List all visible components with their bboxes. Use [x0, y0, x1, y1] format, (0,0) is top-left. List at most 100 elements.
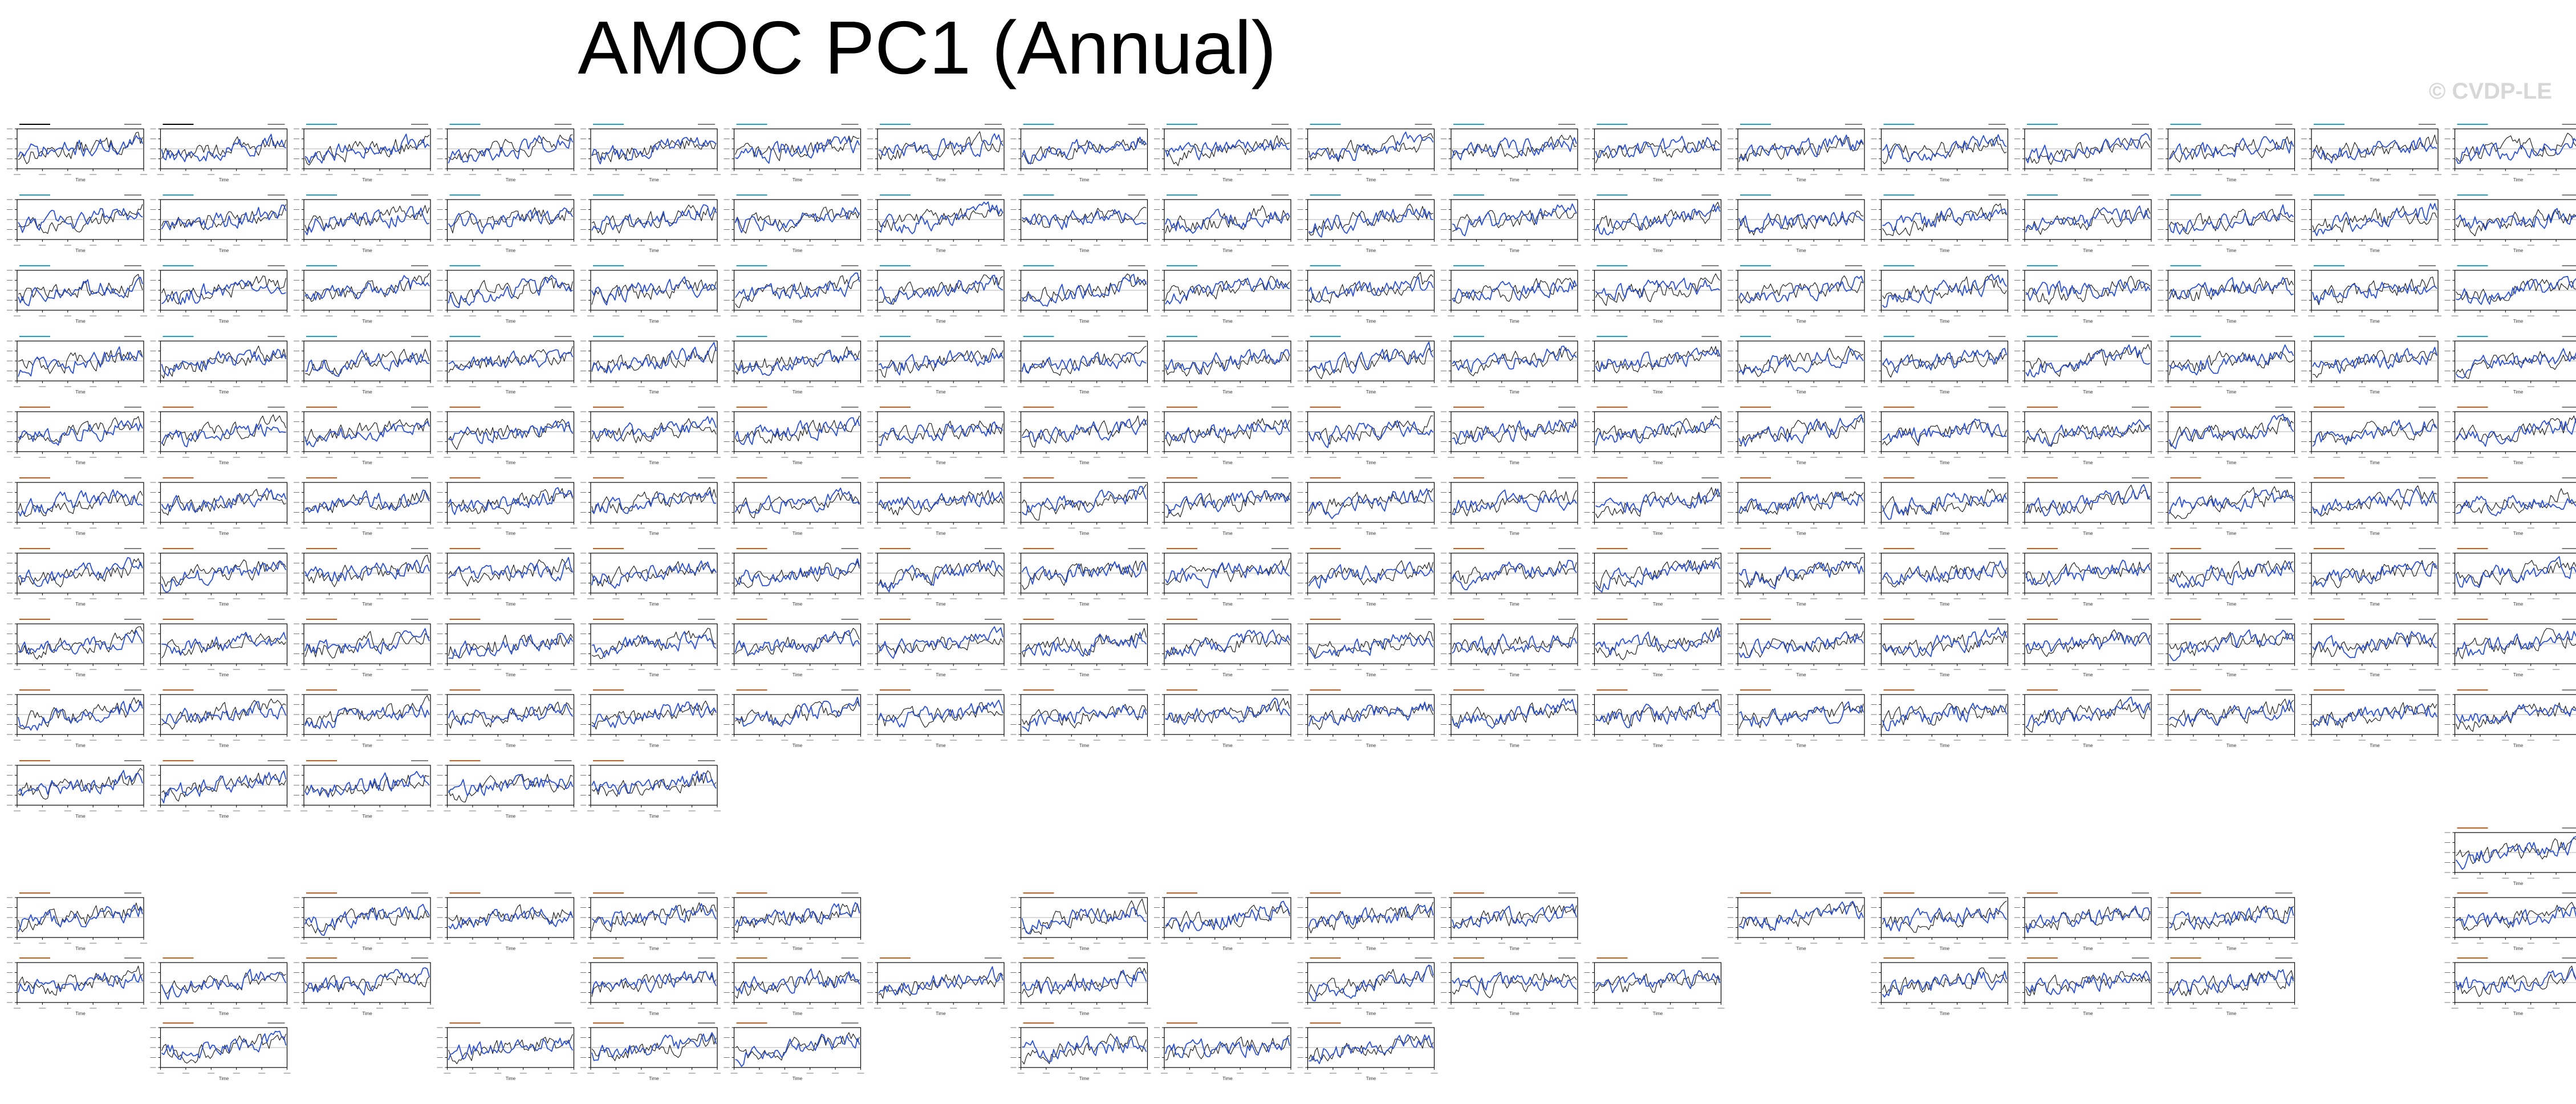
main-series-line: [2312, 137, 2437, 164]
panel: Time: [724, 477, 864, 536]
panel: Time: [2157, 689, 2298, 748]
x-axis-label: Time: [936, 248, 946, 253]
main-series-line: [878, 560, 1003, 592]
main-series-line: [1308, 634, 1434, 659]
x-axis-label: Time: [2513, 460, 2524, 465]
panel: Time: [1010, 265, 1151, 324]
x-axis-label: Time: [1366, 531, 1376, 536]
x-axis-label: Time: [793, 248, 803, 253]
main-series-line: [448, 274, 573, 309]
main-series-line: [1308, 276, 1434, 303]
panel: Time: [1297, 548, 1438, 607]
reference-series-line: [2312, 350, 2437, 378]
reference-series-line: [734, 275, 860, 309]
main-series-line: [1021, 486, 1147, 516]
x-axis-label: Time: [2083, 389, 2093, 395]
x-axis-label: Time: [506, 602, 516, 607]
main-series-line: [448, 349, 574, 371]
main-series-line: [304, 628, 430, 655]
panel: Time: [1871, 407, 2012, 465]
reference-series-line: [2456, 488, 2576, 514]
panel: Time: [1871, 477, 2012, 536]
main-series-line: [878, 274, 1003, 305]
panel: Time: [1728, 548, 1868, 607]
main-series-line: [1452, 698, 1577, 729]
x-axis-label: Time: [2370, 672, 2380, 677]
panel: Time: [867, 194, 1007, 253]
reference-series-line: [161, 414, 287, 447]
page-title: AMOC PC1 (Annual): [578, 6, 1277, 90]
reference-series-line: [2455, 702, 2576, 732]
panel: Time: [2014, 548, 2155, 607]
reference-series-line: [304, 135, 430, 166]
main-series-line: [2312, 488, 2437, 516]
reference-series-line: [878, 420, 1003, 441]
main-series-line: [2168, 136, 2294, 160]
panel: Time: [294, 619, 434, 677]
main-series-line: [734, 630, 860, 656]
x-axis-label: Time: [2370, 531, 2380, 536]
panel: Time: [150, 619, 291, 677]
panel: Time: [150, 407, 291, 465]
reference-series-line: [18, 626, 143, 660]
reference-series-line: [1882, 562, 2008, 588]
x-axis-label: Time: [2083, 248, 2093, 253]
main-series-line: [1165, 490, 1290, 514]
main-series-line: [1738, 492, 1864, 515]
main-series-line: [18, 489, 143, 517]
panel: Time: [580, 477, 721, 536]
main-series-line: [2168, 699, 2294, 727]
x-axis-label: Time: [75, 743, 86, 748]
reference-series-line: [1595, 629, 1721, 660]
main-series-line: [161, 560, 287, 593]
main-series-line: [1882, 207, 2008, 232]
x-axis-label: Time: [649, 602, 659, 607]
main-series-line: [2025, 559, 2151, 586]
panel: Time: [580, 548, 721, 607]
main-series-line: [2168, 277, 2294, 300]
panel: Time: [2157, 548, 2298, 607]
reference-series-line: [1738, 491, 1864, 515]
panel: Time: [2157, 194, 2298, 253]
x-axis-label: Time: [1653, 531, 1663, 536]
main-series-line: [878, 700, 1003, 728]
reference-series-line: [2025, 275, 2151, 305]
panel: Time: [1584, 477, 1725, 536]
panel: Time: [294, 689, 434, 748]
x-axis-label: Time: [2370, 319, 2380, 324]
reference-series-line: [1021, 704, 1147, 729]
panel: Time: [150, 760, 291, 819]
x-axis-label: Time: [649, 319, 659, 324]
x-axis-label: Time: [793, 602, 803, 607]
reference-series-line: [161, 136, 287, 159]
x-axis-label: Time: [1796, 248, 1806, 253]
reference-series-line: [161, 698, 286, 730]
panel: Time: [7, 477, 147, 536]
panel: Time: [7, 619, 147, 677]
main-series-line: [1165, 277, 1290, 305]
panel: Time: [867, 477, 1007, 536]
panel: Time: [294, 407, 434, 465]
main-series-line: [161, 632, 287, 656]
x-axis-label: Time: [219, 248, 229, 253]
x-axis-label: Time: [362, 319, 372, 324]
x-axis-label: Time: [2370, 389, 2380, 395]
x-axis-label: Time: [506, 672, 516, 677]
reference-series-line: [18, 697, 143, 729]
panel: Time: [867, 336, 1007, 395]
main-series-line: [18, 420, 143, 446]
panel: Time: [2301, 407, 2441, 465]
reference-series-line: [1452, 489, 1577, 517]
main-series-line: [1021, 351, 1147, 374]
x-axis-label: Time: [75, 602, 86, 607]
x-axis-label: Time: [219, 177, 229, 182]
reference-series-line: [591, 204, 717, 235]
reference-series-line: [1738, 137, 1864, 163]
reference-series-line: [2312, 632, 2437, 658]
reference-series-line: [1738, 417, 1864, 447]
watermark: © CVDP-LE: [2428, 79, 2552, 104]
x-axis-label: Time: [1222, 389, 1233, 395]
x-axis-label: Time: [1222, 743, 1233, 748]
panel: Time: [294, 336, 434, 395]
main-series-line: [1452, 346, 1577, 373]
